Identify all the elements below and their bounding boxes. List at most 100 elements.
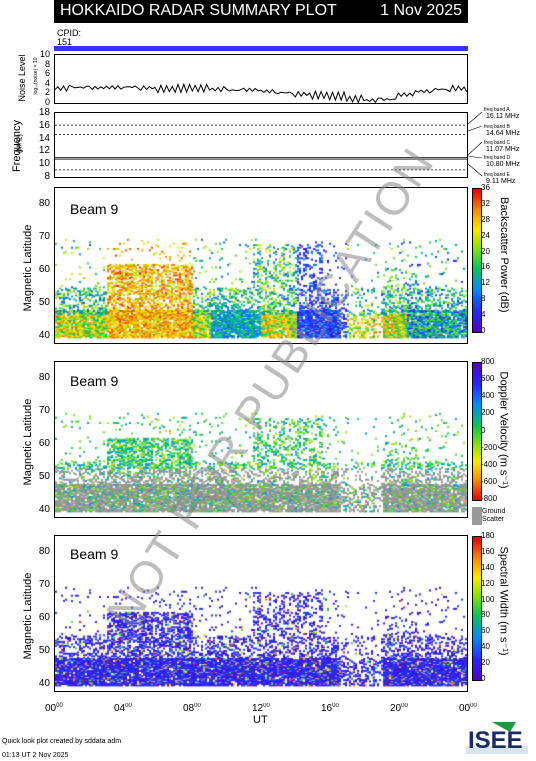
noise-ytick: 10 bbox=[39, 49, 50, 59]
freq-band-value: 14.64 MHz bbox=[486, 130, 520, 137]
freq-svg bbox=[55, 124, 467, 171]
noise-ytick: 6 bbox=[44, 68, 50, 79]
power-colorbar bbox=[472, 188, 482, 333]
colorbar-tick: 28 bbox=[481, 214, 490, 224]
xaxis-tick-minute: 00 bbox=[263, 703, 270, 709]
xaxis-tick: 2000 bbox=[390, 703, 408, 714]
lat-ytick: 70 bbox=[38, 405, 50, 417]
colorbar-tick: 400 bbox=[481, 391, 495, 401]
colorbar-tick: 0 bbox=[481, 425, 486, 435]
ground-scatter-label-1: Ground bbox=[482, 508, 506, 515]
colorbar-tick: 32 bbox=[481, 198, 490, 208]
isee-logo-icon: ISEE bbox=[466, 722, 528, 754]
lat-ytick: 60 bbox=[38, 612, 50, 624]
colorbar-tick: 160 bbox=[481, 546, 495, 556]
xaxis-tick: 1200 bbox=[252, 703, 270, 714]
lat-ytick: 40 bbox=[38, 678, 50, 690]
noise-ytick: 2 bbox=[44, 87, 50, 98]
freq-band-name: freq band C bbox=[484, 140, 511, 146]
xaxis-tick-hour: 20 bbox=[390, 703, 402, 714]
beam-label-power: Beam 9 bbox=[70, 201, 119, 217]
freq-ytick: 8 bbox=[44, 171, 50, 182]
xaxis-tick: 0000 bbox=[459, 703, 477, 714]
colorbar-tick: 8 bbox=[481, 294, 486, 304]
xaxis-tick-minute: 00 bbox=[470, 703, 477, 709]
xaxis-tick-hour: 08 bbox=[183, 703, 195, 714]
colorbar-tick: 40 bbox=[481, 642, 490, 652]
isee-logo-text: ISEE bbox=[468, 727, 523, 754]
colorbar-tick: 800 bbox=[481, 357, 495, 366]
cpid-value: 151 bbox=[57, 37, 73, 47]
noise-panel bbox=[54, 54, 468, 104]
xaxis-tick: 0000 bbox=[45, 703, 63, 714]
power-heatmap bbox=[55, 188, 467, 343]
cpid-bar bbox=[54, 46, 468, 51]
title-bar: HOKKAIDO RADAR SUMMARY PLOT 1 Nov 2025 bbox=[54, 0, 468, 23]
velocity-heatmap bbox=[55, 362, 467, 517]
noise-ytick: 4 bbox=[44, 77, 50, 88]
colorbar-tick: -200 bbox=[481, 442, 498, 452]
noise-ylabel: Noise Level bbox=[17, 54, 27, 102]
colorbar-tick: 180 bbox=[481, 531, 495, 540]
noise-ytick: 8 bbox=[44, 58, 50, 69]
connector-c bbox=[468, 141, 483, 156]
colorbar-tick: 140 bbox=[481, 562, 495, 572]
colorbar-tick: 36 bbox=[481, 183, 490, 192]
lat-ytick: 70 bbox=[38, 231, 50, 243]
width-heatmap bbox=[55, 536, 467, 691]
colorbar-tick: -600 bbox=[481, 476, 498, 486]
freq-band-value: 11.07 MHz bbox=[486, 146, 520, 153]
xaxis-tick-hour: 00 bbox=[45, 703, 57, 714]
velocity-colorbar bbox=[472, 362, 482, 501]
ground-scatter-swatch bbox=[472, 507, 482, 525]
xaxis-tick-minute: 00 bbox=[56, 703, 63, 709]
colorbar-tick: 16 bbox=[481, 262, 490, 272]
beam-label-velocity: Beam 9 bbox=[70, 373, 119, 389]
connector-d bbox=[468, 155, 483, 159]
cblabel-power: Backscatter Power (dB) bbox=[498, 197, 510, 313]
lat-ytick: 60 bbox=[38, 438, 50, 450]
noise-svg bbox=[55, 82, 467, 103]
xaxis-tick-hour: 16 bbox=[321, 703, 333, 714]
cpid-label: CPID: bbox=[57, 28, 82, 38]
cblabel-width: Spectral Width (m s⁻¹) bbox=[497, 546, 510, 656]
noise-ytick: 0 bbox=[44, 97, 50, 107]
freq-band-value: 16.11 MHz bbox=[486, 113, 520, 120]
colorbar-tick: 4 bbox=[481, 310, 486, 320]
freq-band-name: freq band A bbox=[484, 107, 510, 113]
footer-timestamp: 01:13 UT 2 Nov 2025 bbox=[2, 752, 69, 759]
lat-ytick: 50 bbox=[38, 645, 50, 657]
freq-band-connectors bbox=[468, 111, 483, 177]
colorbar-tick: 600 bbox=[481, 374, 495, 384]
colorbar-tick: 80 bbox=[481, 610, 490, 620]
colorbar-tick: 24 bbox=[481, 230, 490, 240]
lat-ytick: 80 bbox=[38, 372, 50, 384]
freq-panel bbox=[54, 112, 468, 178]
plot-date: 1 Nov 2025 bbox=[380, 2, 462, 19]
beam-label-width: Beam 9 bbox=[70, 546, 119, 562]
plot-title: HOKKAIDO RADAR SUMMARY PLOT bbox=[60, 2, 337, 19]
xaxis-tick-hour: 00 bbox=[459, 703, 471, 714]
footer-credit: Quick look plot created by sddata adm bbox=[2, 738, 122, 745]
lat-ytick: 50 bbox=[38, 471, 50, 483]
colorbar-tick: 120 bbox=[481, 578, 495, 588]
freq-band-name: freq band B bbox=[484, 124, 510, 130]
noise-series bbox=[55, 82, 467, 103]
colorbar-tick: 200 bbox=[481, 408, 495, 418]
xaxis-label: UT bbox=[253, 714, 268, 726]
cblabel-velocity: Doppler Velocity (m s⁻¹) bbox=[497, 371, 510, 489]
freq-band-name: freq band E bbox=[484, 172, 510, 178]
colorbar-tick: -800 bbox=[481, 494, 498, 503]
colorbar-tick: 12 bbox=[481, 278, 490, 288]
velocity-panel bbox=[54, 361, 468, 518]
freq-ytick: 16 bbox=[38, 119, 50, 131]
lat-ytick: 70 bbox=[38, 579, 50, 591]
freq-ytick: 10 bbox=[38, 158, 50, 170]
lat-ytick: 40 bbox=[38, 330, 50, 342]
xaxis-tick-hour: 12 bbox=[252, 703, 264, 714]
xaxis-tick-minute: 00 bbox=[401, 703, 408, 709]
width-colorbar bbox=[472, 536, 482, 681]
connector-a bbox=[468, 111, 483, 125]
freq-ytick: 12 bbox=[38, 145, 50, 157]
isee-logo: ISEE bbox=[466, 720, 528, 756]
